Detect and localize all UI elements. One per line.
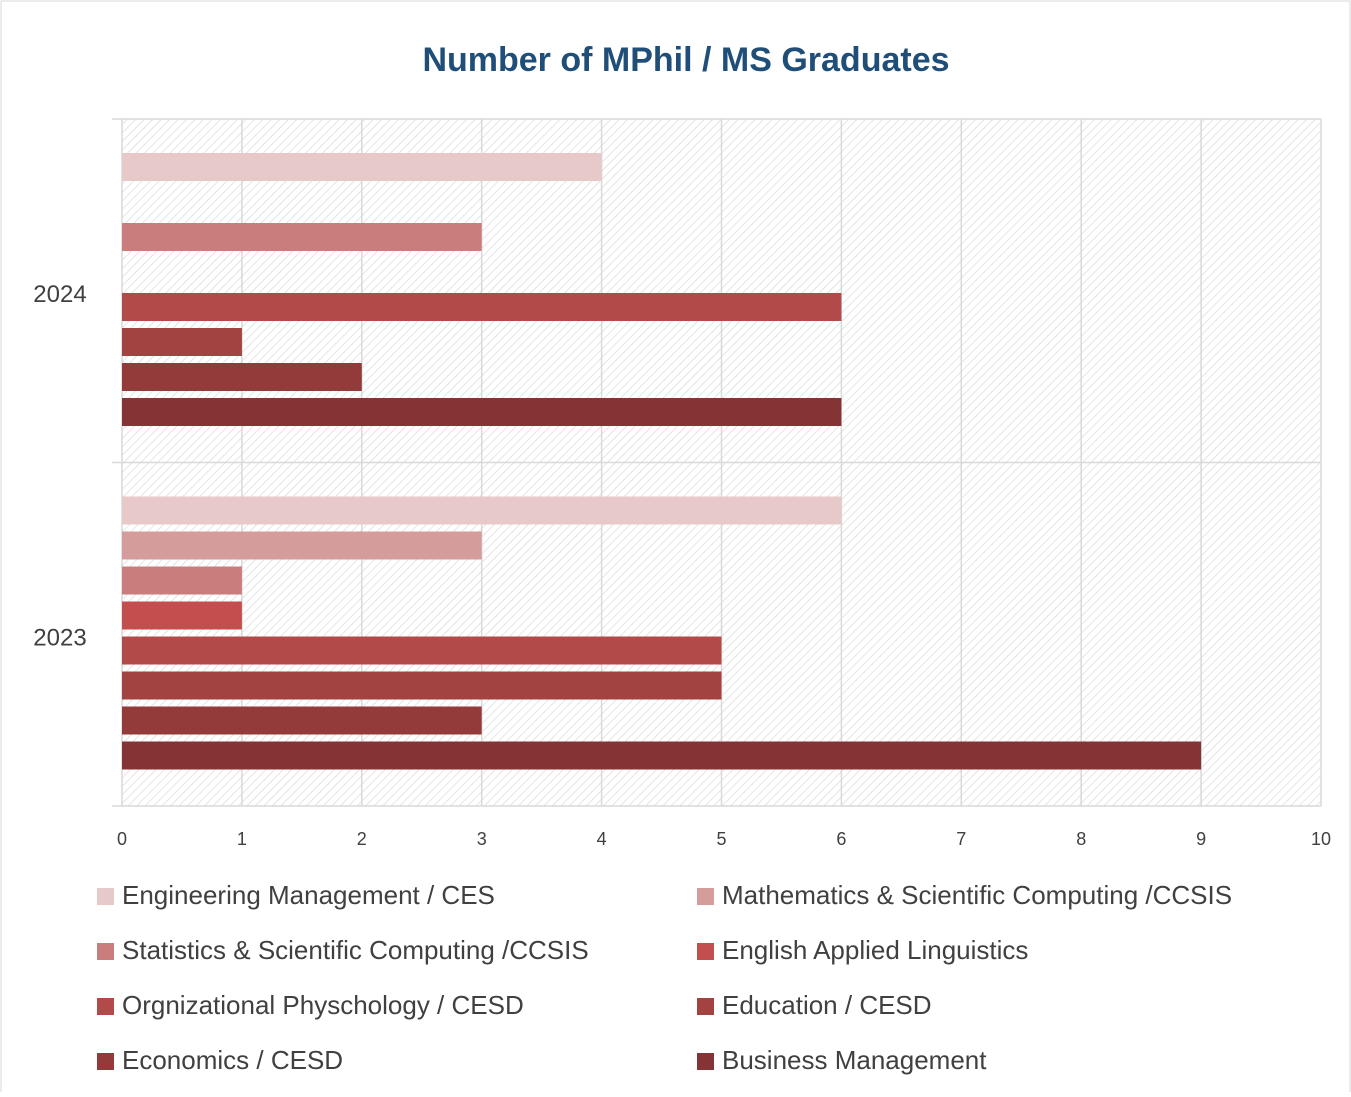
y-tick-label: 2023 bbox=[33, 625, 86, 652]
bar bbox=[122, 293, 842, 321]
bar bbox=[122, 398, 842, 426]
legend-label: Mathematics & Scientific Computing /CCSI… bbox=[722, 880, 1232, 910]
legend-label: Statistics & Scientific Computing /CCSIS bbox=[122, 935, 589, 965]
legend-label: Economics / CESD bbox=[122, 1045, 343, 1075]
bar bbox=[122, 496, 842, 525]
bar bbox=[122, 706, 482, 735]
x-tick-label: 4 bbox=[597, 829, 607, 849]
legend-swatch bbox=[697, 1053, 714, 1070]
legend-label: Business Management bbox=[722, 1045, 987, 1075]
chart-title: Number of MPhil / MS Graduates bbox=[422, 41, 949, 79]
x-tick-label: 9 bbox=[1196, 829, 1206, 849]
bar bbox=[122, 328, 242, 356]
x-tick-label: 8 bbox=[1076, 829, 1086, 849]
legend-label: Education / CESD bbox=[722, 990, 932, 1020]
x-tick-label: 2 bbox=[357, 829, 367, 849]
y-tick-label: 2024 bbox=[33, 281, 86, 308]
legend-swatch bbox=[97, 888, 114, 905]
legend-swatch bbox=[697, 998, 714, 1015]
legend-label: Orgnizational Physchology / CESD bbox=[122, 990, 524, 1020]
x-tick-label: 10 bbox=[1311, 829, 1331, 849]
x-tick-label: 7 bbox=[956, 829, 966, 849]
legend-swatch bbox=[697, 888, 714, 905]
legend-swatch bbox=[697, 943, 714, 960]
bar bbox=[122, 223, 482, 251]
x-tick-label: 3 bbox=[477, 829, 487, 849]
bar bbox=[122, 741, 1202, 770]
bar bbox=[122, 531, 482, 560]
x-tick-label: 0 bbox=[117, 829, 127, 849]
legend-swatch bbox=[97, 1053, 114, 1070]
legend-swatch bbox=[97, 998, 114, 1015]
bar bbox=[122, 601, 242, 630]
x-tick-label: 6 bbox=[836, 829, 846, 849]
legend-swatch bbox=[97, 943, 114, 960]
bar bbox=[122, 636, 722, 665]
x-tick-label: 1 bbox=[237, 829, 247, 849]
bar bbox=[122, 153, 602, 181]
legend-label: English Applied Linguistics bbox=[722, 935, 1028, 965]
x-tick-label: 5 bbox=[716, 829, 726, 849]
bar bbox=[122, 363, 362, 391]
bar bbox=[122, 566, 242, 595]
legend-label: Engineering Management / CES bbox=[122, 880, 495, 910]
bar bbox=[122, 671, 722, 700]
